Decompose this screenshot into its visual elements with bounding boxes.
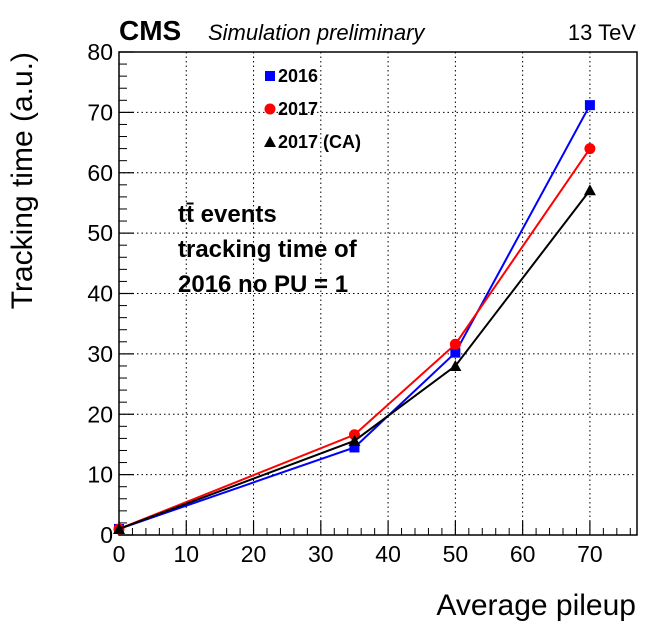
x-tick-label: 20 xyxy=(241,541,267,567)
legend-label: 2017 xyxy=(278,99,318,119)
y-tick-label: 0 xyxy=(100,522,113,548)
y-tick-label: 80 xyxy=(87,39,113,65)
series-line xyxy=(118,148,591,530)
x-tick-label: 50 xyxy=(443,541,469,567)
x-tick-label: 30 xyxy=(308,541,334,567)
data-point xyxy=(583,184,596,196)
data-point xyxy=(449,338,461,350)
legend-marker xyxy=(264,136,276,147)
annotation: tt̄ events tracking time of 2016 no PU =… xyxy=(178,201,358,298)
data-point xyxy=(348,434,361,446)
y-tick-label: 40 xyxy=(87,281,113,307)
x-tick-labels: 0 10 20 30 40 50 60 70 xyxy=(113,541,603,567)
legend-marker xyxy=(264,103,276,115)
y-tick-labels: 0 10 20 30 40 50 60 70 80 xyxy=(87,39,113,548)
annotation-line-2: tracking time of xyxy=(178,236,358,263)
x-tick-label: 0 xyxy=(113,541,126,567)
y-tick-label: 70 xyxy=(87,99,113,125)
data-point xyxy=(348,429,360,441)
series-2 xyxy=(113,184,596,534)
energy-label: 13 TeV xyxy=(568,20,636,45)
data-point xyxy=(113,522,125,534)
data-point xyxy=(584,143,596,155)
legend-marker xyxy=(265,71,275,81)
y-axis-title: Tracking time (a.u.) xyxy=(6,52,39,309)
x-axis-title: Average pileup xyxy=(436,589,636,622)
y-tick-label: 10 xyxy=(87,462,113,488)
cms-label: CMS xyxy=(119,15,181,46)
x-tick-label: 10 xyxy=(173,541,199,567)
axis-ticks xyxy=(118,51,631,536)
legend: 2016 2017 2017 (CA) xyxy=(264,66,361,152)
series-line xyxy=(118,104,591,530)
data-point xyxy=(449,359,462,371)
data-point xyxy=(584,100,595,111)
simulation-preliminary-label: Simulation preliminary xyxy=(208,20,426,45)
series-line xyxy=(118,189,591,530)
y-tick-label: 20 xyxy=(87,401,113,427)
y-tick-label: 60 xyxy=(87,160,113,186)
annotation-line-1: tt̄ events xyxy=(178,201,277,228)
legend-label: 2017 (CA) xyxy=(278,132,361,152)
y-tick-label: 50 xyxy=(87,220,113,246)
y-tick-label: 30 xyxy=(87,341,113,367)
grid xyxy=(119,52,637,535)
x-tick-label: 40 xyxy=(375,541,401,567)
x-tick-label: 60 xyxy=(510,541,536,567)
series xyxy=(113,100,596,535)
legend-label: 2016 xyxy=(278,66,318,86)
data-point xyxy=(349,442,360,453)
data-point xyxy=(450,347,461,358)
x-tick-label: 70 xyxy=(577,541,603,567)
annotation-line-3: 2016 no PU = 1 xyxy=(178,271,348,298)
